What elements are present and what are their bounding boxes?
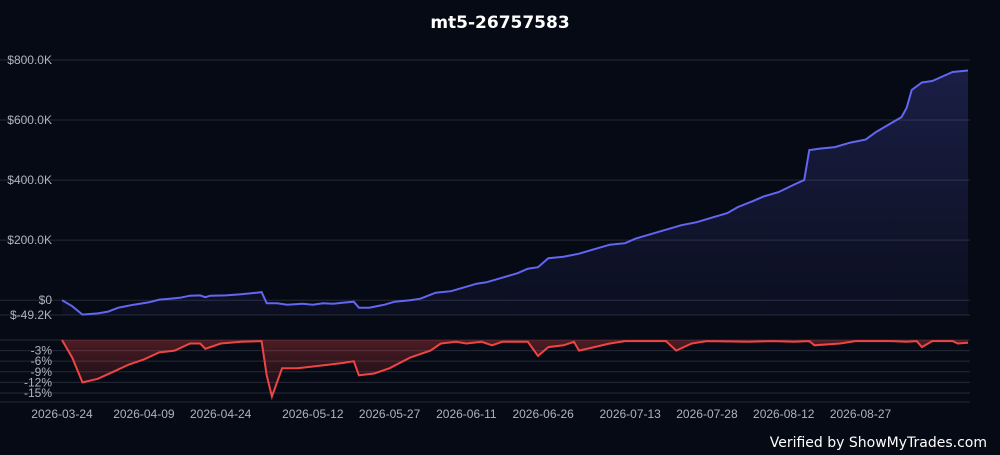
drawdown-y-axis: -3%-6%-9%-12%-15% [24,344,52,400]
x-tick-label: 2026-03-24 [31,407,93,421]
chart-title: mt5-26757583 [430,13,569,33]
equity-y-tick-label: $800.0K [7,53,52,67]
equity-line [61,69,969,316]
equity-y-tick-label: $0 [39,293,53,307]
x-axis: 2026-03-24 2026-04-09 2026-04-24 2026-05-12… [31,407,891,421]
verified-badge-text: Verified by ShowMyTrades.com [770,435,987,451]
x-tick-label: 2026-07-13 [599,407,661,421]
drawdown-area [62,340,968,397]
x-tick-label: 2026-05-12 [282,407,344,421]
x-tick-label: 2026-04-24 [190,407,252,421]
drawdown-y-tick-label: -3% [31,344,53,358]
x-tick-label: 2026-06-11 [436,407,497,421]
x-tick-label: 2026-04-09 [113,407,175,421]
drawdown-y-tick-label: -9% [31,365,53,379]
x-tick-label: 2026-07-28 [676,407,738,421]
drawdown-grid [0,339,970,394]
drawdown-y-tick-label: -15% [24,386,52,400]
equity-y-tick-label: $600.0K [7,113,52,127]
drawdown-y-tick-label: -12% [24,375,52,389]
x-tick-label: 2026-08-12 [753,407,815,421]
x-tick-label: 2026-05-27 [359,407,421,421]
equity-y-tick-label: $200.0K [7,233,52,247]
x-tick-label: 2026-08-27 [830,407,892,421]
x-tick-label: 2026-06-26 [512,407,574,421]
equity-area [62,70,968,315]
equity-y-tick-label: $-49.2K [10,308,52,322]
equity-y-tick-label: $400.0K [7,173,52,187]
equity-y-axis: $800.0K $600.0K $400.0K $200.0K $0$-49.2K [7,53,52,322]
drawdown-line [61,339,969,400]
drawdown-y-tick-label: -6% [31,354,53,368]
